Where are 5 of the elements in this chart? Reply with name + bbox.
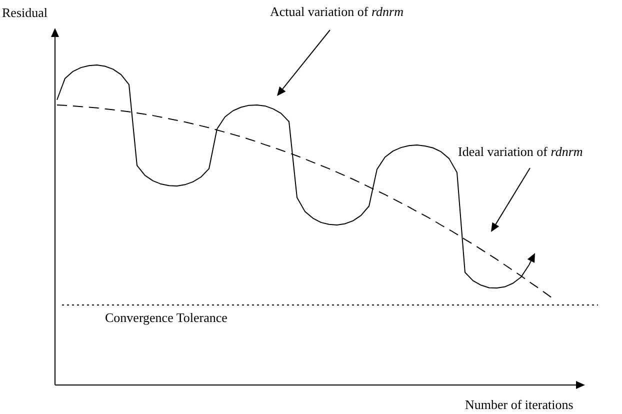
annotation: Ideal variation of rdnrm xyxy=(458,144,583,159)
text: Actual variation of rdnrm xyxy=(270,4,404,19)
y-axis-title: Residual xyxy=(2,5,48,20)
ref-line-label: Convergence Tolerance xyxy=(105,310,228,325)
x-axis-title: Number of iterations xyxy=(465,397,574,412)
